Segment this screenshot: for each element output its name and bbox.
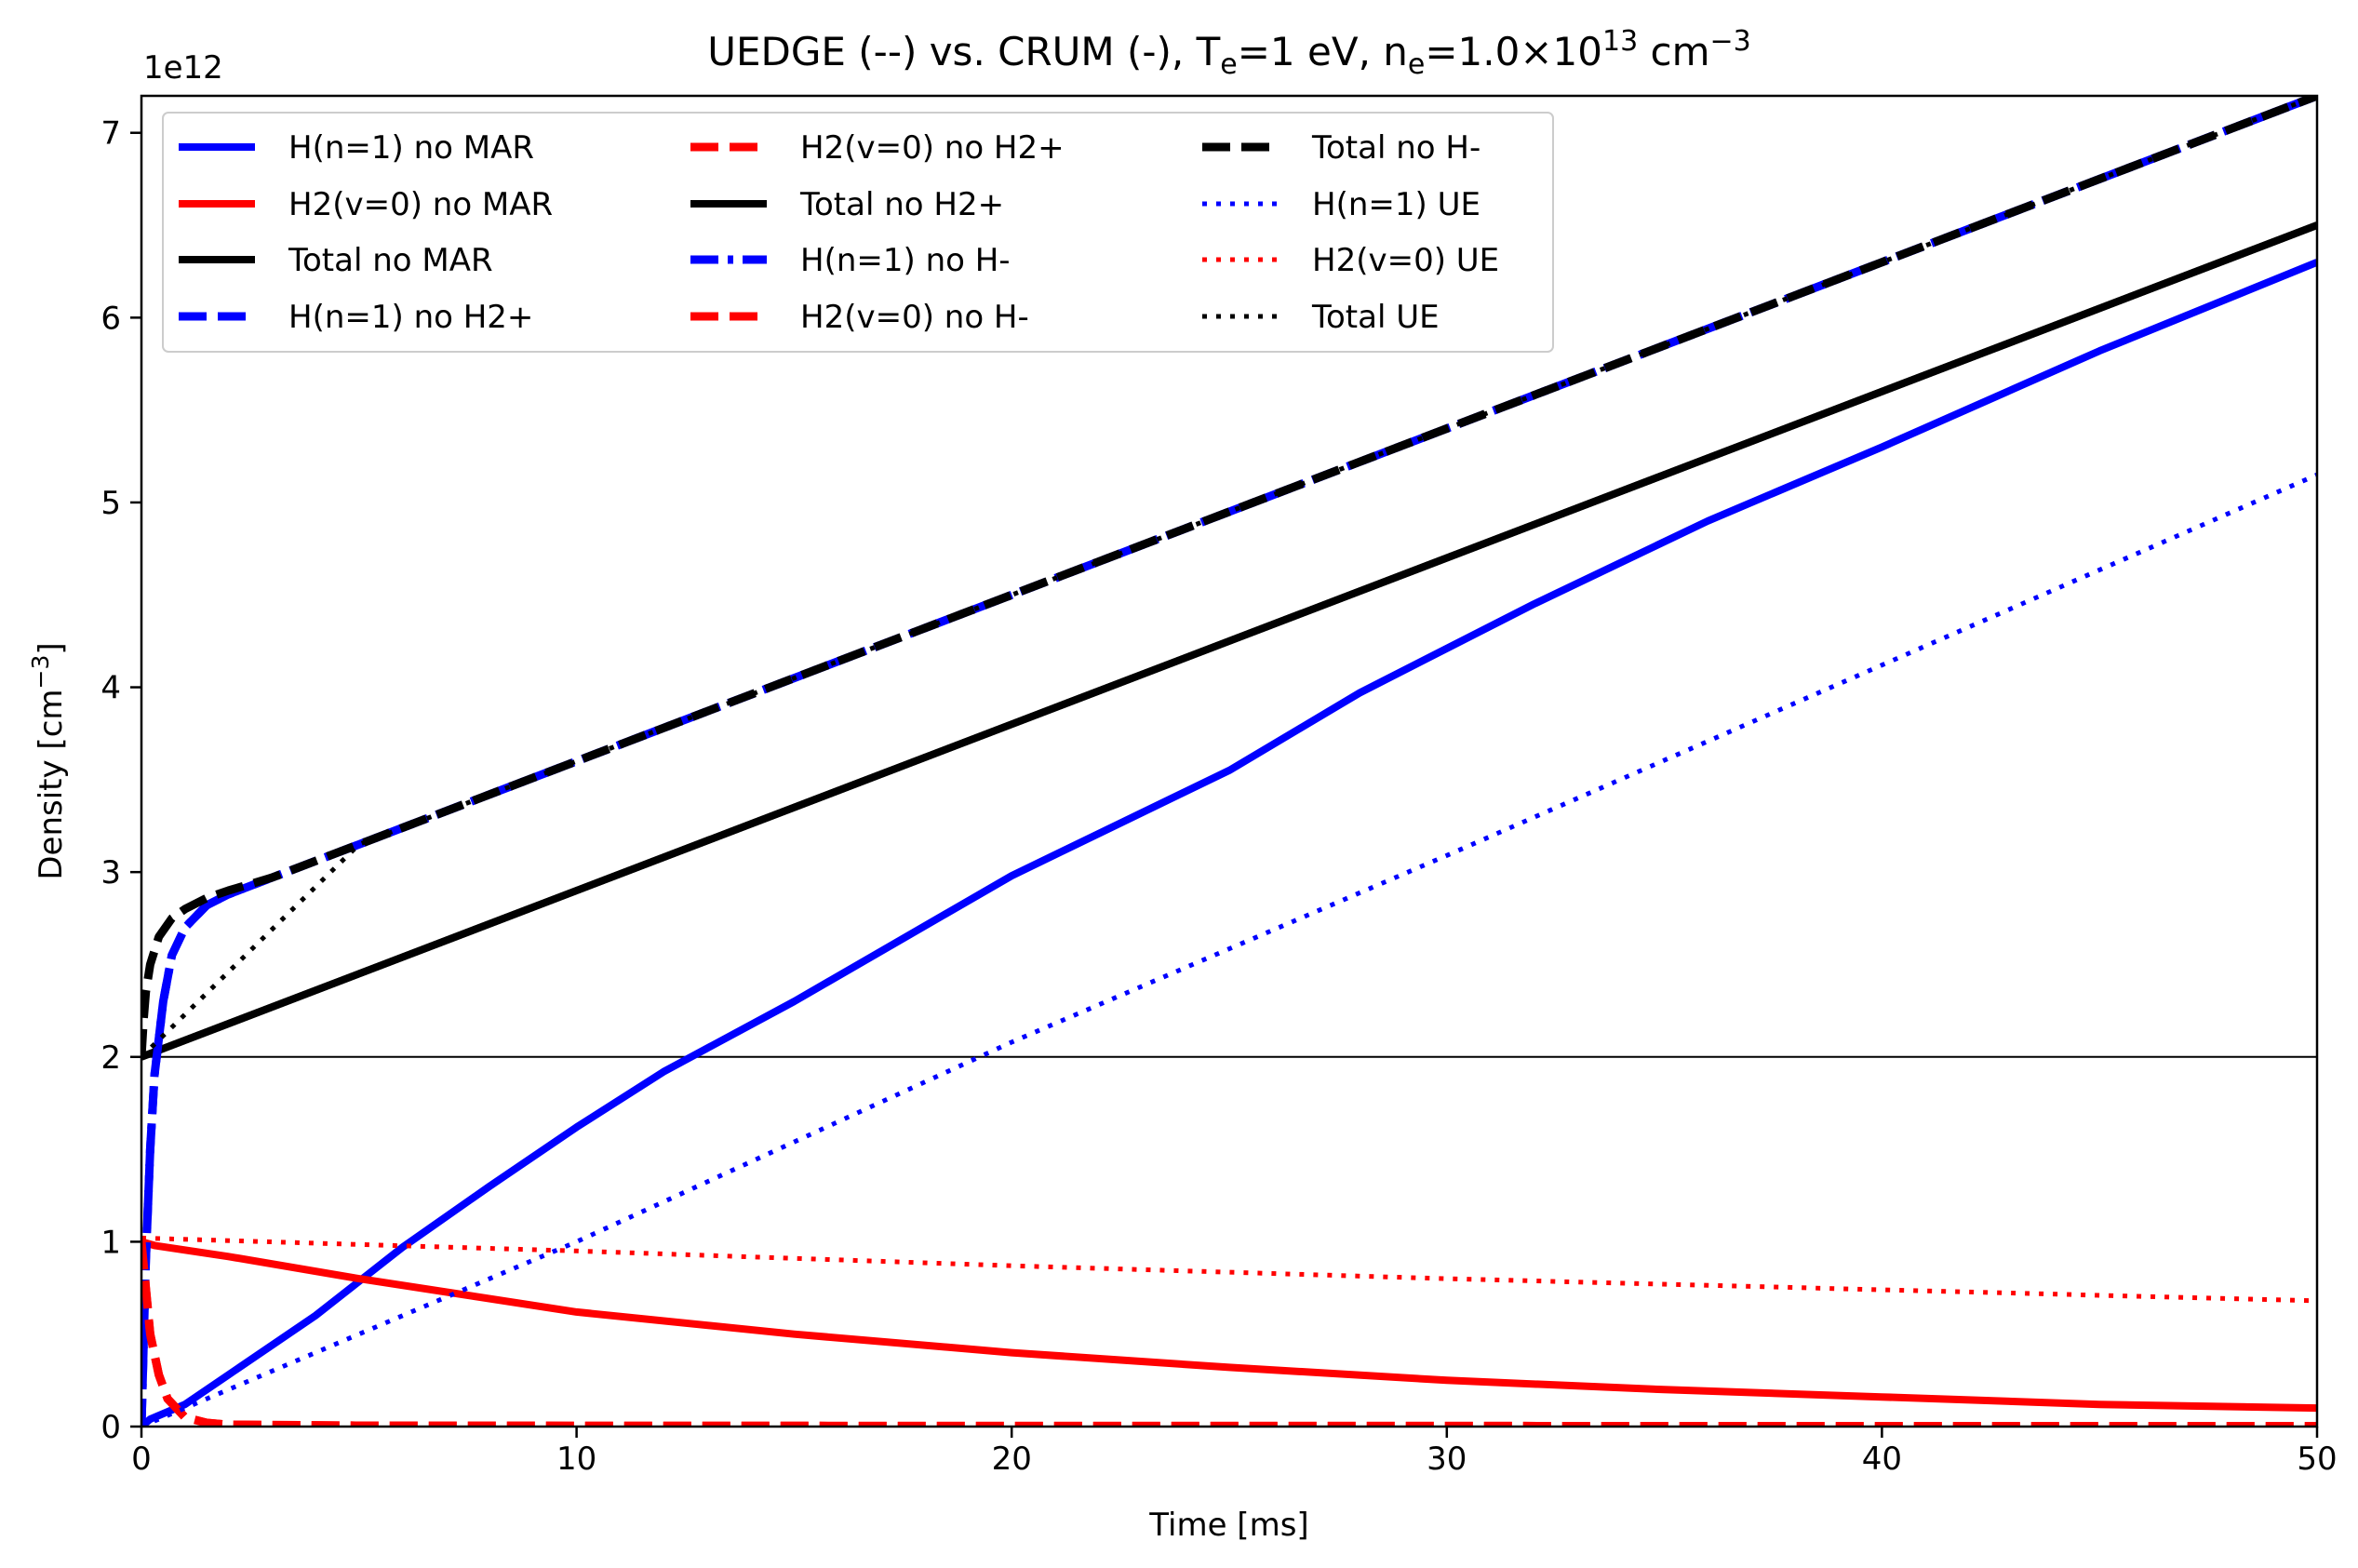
legend-label: H2(v=0) no H2+ bbox=[800, 129, 1065, 167]
y-tick-label: 2 bbox=[100, 1039, 121, 1077]
series-line-6 bbox=[141, 221, 2317, 1061]
y-tick-label: 3 bbox=[100, 854, 121, 891]
series-line-2 bbox=[141, 1238, 2317, 1413]
legend-label: Total no MAR bbox=[288, 242, 493, 279]
y-tick-label: 1 bbox=[100, 1224, 121, 1261]
x-tick-label: 10 bbox=[556, 1441, 596, 1478]
y-tick-label: 0 bbox=[100, 1409, 121, 1446]
series-line-11 bbox=[141, 1235, 2317, 1304]
x-tick-label: 20 bbox=[992, 1441, 1032, 1478]
legend: H(n=1) no MAR H2(v=0) no MAR Total no MAR H… bbox=[162, 112, 1554, 353]
y-axis-label: Density [cm−3] bbox=[27, 642, 70, 879]
legend-label: H(n=1) no MAR bbox=[288, 129, 534, 167]
legend-label: H(n=1) no H- bbox=[800, 242, 1011, 279]
legend-label: H(n=1) UE bbox=[1312, 186, 1480, 223]
legend-label: H2(v=0) UE bbox=[1312, 242, 1499, 279]
y-offset-label: 1e12 bbox=[143, 49, 223, 87]
legend-label: Total UE bbox=[1311, 299, 1440, 336]
legend-label: Total no H2+ bbox=[799, 186, 1004, 223]
y-tick-label: 4 bbox=[100, 670, 121, 707]
x-tick-label: 50 bbox=[2297, 1441, 2337, 1478]
series-line-1 bbox=[141, 259, 2317, 1427]
series-line-9 bbox=[141, 96, 2317, 1058]
x-axis-label: Time [ms] bbox=[1148, 1507, 1308, 1544]
plot-area-frame bbox=[140, 94, 2319, 1428]
series-line-10 bbox=[141, 472, 2317, 1427]
chart-title: UEDGE (--) vs. CRUM (-), Te=1 eV, ne=1.0… bbox=[707, 25, 1751, 81]
legend-label: H2(v=0) no H- bbox=[800, 299, 1029, 336]
y-tick-label: 5 bbox=[100, 485, 121, 522]
x-tick-label: 40 bbox=[1862, 1441, 1902, 1478]
legend-box bbox=[162, 112, 1554, 353]
y-tick-label: 6 bbox=[100, 300, 121, 337]
x-tick-label: 0 bbox=[131, 1441, 152, 1478]
legend-label: H(n=1) no H2+ bbox=[288, 299, 533, 336]
legend-label: Total no H- bbox=[1311, 129, 1480, 167]
y-tick-label: 7 bbox=[100, 115, 121, 153]
x-tick-label: 30 bbox=[1427, 1441, 1467, 1478]
axis-ticks: 0 10 20 30 40 50 0 1 2 3 4 5 6 7 bbox=[100, 115, 2337, 1478]
legend-label: H2(v=0) no MAR bbox=[288, 186, 553, 223]
